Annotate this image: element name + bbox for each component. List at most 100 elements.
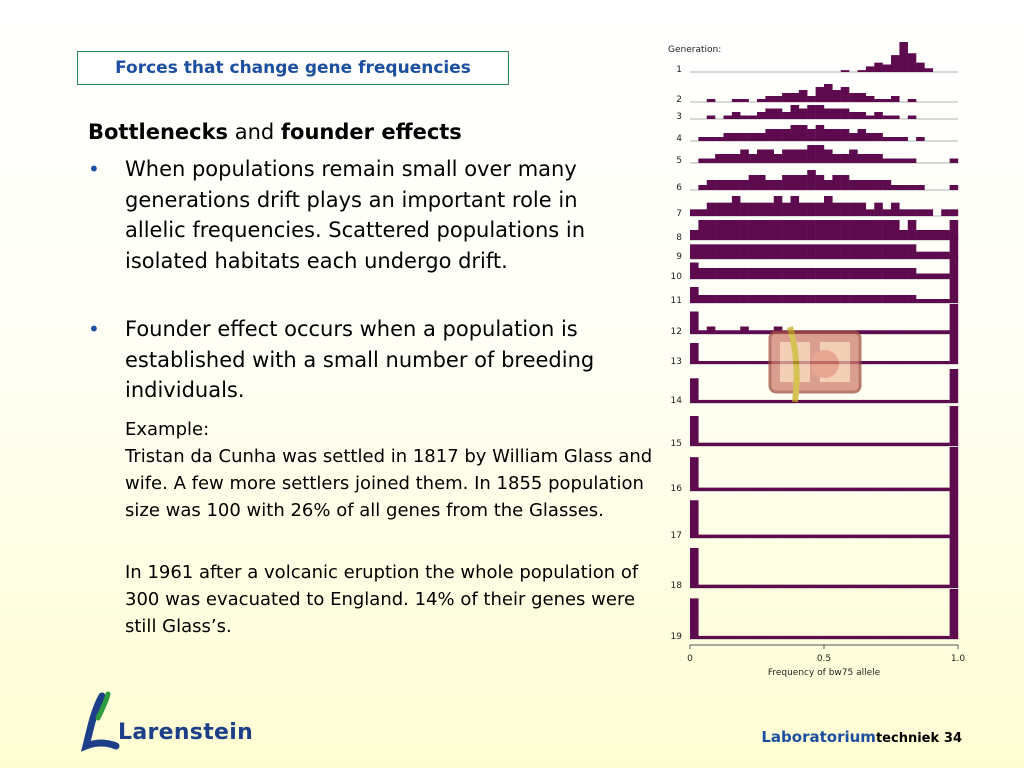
histogram-bar (824, 635, 833, 639)
histogram-bar (849, 133, 858, 141)
histogram-bar (748, 133, 758, 141)
histogram-bar (840, 87, 850, 102)
generation-label: 5 (676, 156, 682, 166)
histogram-bar (849, 202, 858, 216)
histogram-bar (882, 399, 892, 403)
histogram-bar (941, 330, 950, 334)
histogram-bar (924, 635, 934, 639)
histogram-bar (891, 399, 900, 403)
histogram-bar (941, 534, 950, 538)
histogram-bar (731, 220, 741, 240)
histogram-bar (891, 185, 900, 190)
histogram-bar (916, 251, 925, 259)
histogram-bar (924, 534, 934, 538)
histogram-bar (782, 635, 791, 639)
histogram-bar (782, 149, 791, 163)
histogram-bar (824, 129, 833, 141)
histogram-bar (874, 202, 883, 216)
histogram-bar (731, 112, 741, 119)
histogram-bar (807, 268, 816, 279)
histogram-bar (757, 635, 766, 639)
slide-title-box: Forces that change gene frequencies (77, 51, 509, 85)
histogram-bar (916, 361, 925, 364)
histogram-bar (891, 244, 900, 259)
histogram-bar (899, 268, 908, 279)
histogram-bar (916, 299, 925, 303)
histogram-bar (857, 93, 867, 102)
histogram-bar (857, 244, 867, 259)
generation-label: 17 (671, 531, 682, 541)
histogram-bar (765, 96, 774, 102)
histogram-bar (757, 175, 766, 190)
histogram-bar (874, 584, 883, 588)
histogram-bar (782, 220, 791, 240)
histogram-bar (907, 185, 917, 190)
histogram-bar (899, 399, 908, 403)
histogram-bar (757, 361, 766, 364)
histogram-bar (840, 129, 850, 141)
histogram-bar (916, 442, 925, 446)
histogram-bar (882, 115, 892, 119)
histogram-bar (874, 220, 883, 240)
histogram-bar (731, 295, 741, 303)
histogram-bar (832, 154, 841, 163)
histogram-bar (782, 534, 791, 538)
histogram-bar (715, 361, 724, 364)
x-axis-label: Frequency of bw75 allele (768, 668, 881, 678)
histogram-bar (782, 202, 791, 216)
histogram-bar (748, 584, 758, 588)
histogram-bar (740, 442, 749, 446)
histogram-bar (882, 268, 892, 279)
histogram-bar (899, 209, 908, 216)
histogram-bar (773, 196, 783, 216)
histogram-bar (798, 202, 808, 216)
histogram-bar (782, 268, 791, 279)
histogram-bar (941, 209, 950, 216)
histogram-bar (748, 175, 758, 190)
histogram-bar (815, 295, 825, 303)
histogram-bar (907, 268, 917, 279)
histogram-bar (690, 343, 699, 364)
histogram-bar (706, 326, 716, 334)
histogram-bar (765, 295, 774, 303)
histogram-bar (807, 487, 816, 491)
histogram-bar (815, 87, 825, 102)
histogram-bar (891, 361, 900, 364)
histogram-bar (824, 108, 833, 119)
histogram-bar (740, 220, 749, 240)
histogram-bar (932, 251, 942, 259)
histogram-bar (849, 180, 858, 190)
histogram-bar (690, 209, 699, 216)
histogram-bar (932, 584, 942, 588)
histogram-bar (798, 442, 808, 446)
generation-label: 2 (676, 95, 682, 105)
generation-label: 3 (676, 112, 682, 122)
histogram-bar (857, 202, 867, 216)
histogram-bar (815, 145, 825, 163)
histogram-bar (874, 534, 883, 538)
histogram-bar (740, 534, 749, 538)
histogram-bar (807, 442, 816, 446)
histogram-bar (874, 112, 883, 119)
histogram-bar (723, 154, 733, 163)
histogram-bar (891, 137, 900, 141)
histogram-bar (807, 105, 816, 119)
histogram-bar (824, 268, 833, 279)
histogram-bar (757, 99, 766, 102)
histogram-bar (757, 244, 766, 259)
histogram-bar (849, 399, 858, 403)
histogram-bar (899, 230, 908, 240)
histogram-bar (757, 584, 766, 588)
histogram-bar (798, 268, 808, 279)
histogram-bar (840, 154, 850, 163)
section-heading: Bottlenecks and founder effects (88, 118, 462, 146)
histogram-bar (757, 442, 766, 446)
bullet-text: When populations remain small over many … (125, 157, 586, 273)
histogram-bar (807, 170, 816, 190)
histogram-bar (773, 96, 783, 102)
histogram-bar (731, 180, 741, 190)
generation-label: 15 (671, 439, 682, 449)
histogram-bar (832, 399, 841, 403)
histogram-bar (840, 244, 850, 259)
histogram-bar (798, 399, 808, 403)
